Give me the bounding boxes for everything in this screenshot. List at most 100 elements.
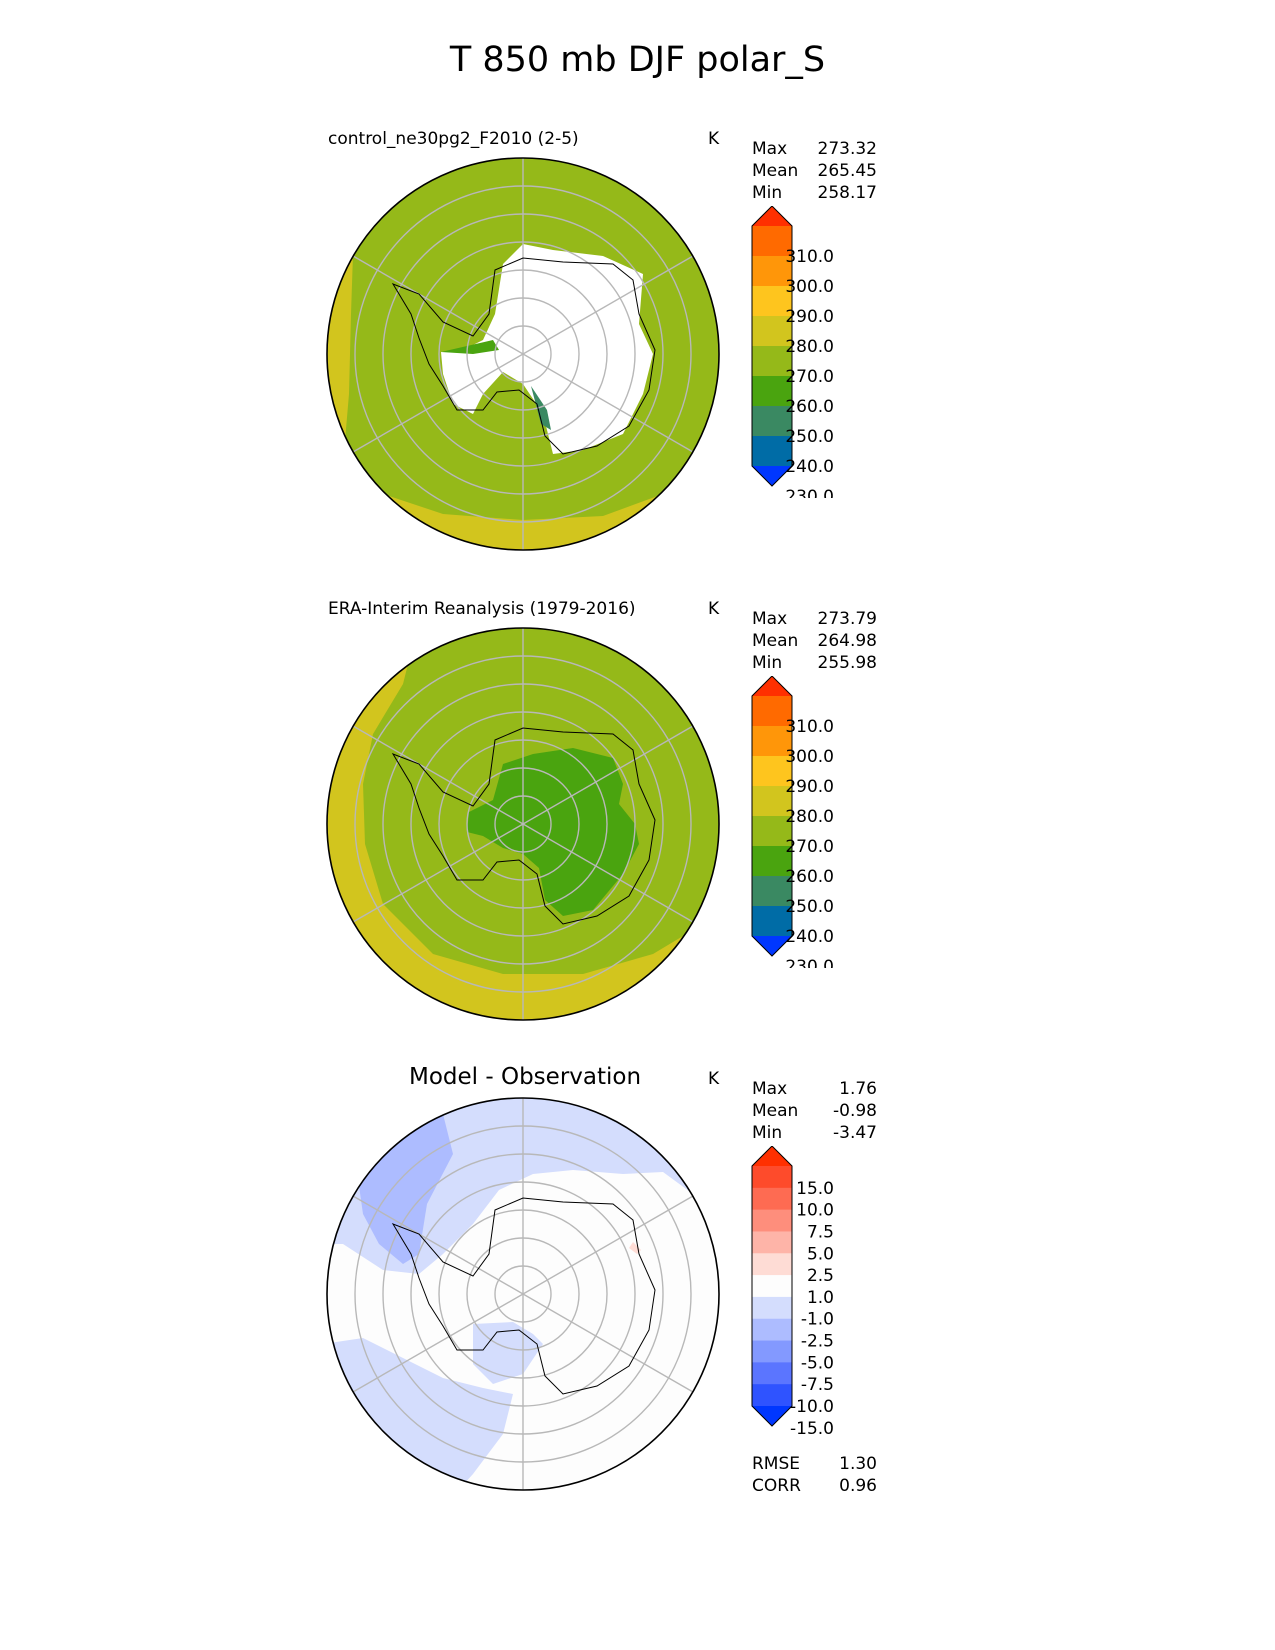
colorbar-extend-bottom <box>752 936 792 956</box>
colorbar-outline <box>751 676 793 957</box>
panel-title-difference: Model - Observation <box>409 1064 642 1090</box>
stat-label: Mean <box>752 1101 799 1121</box>
colorbar-tick-label: 1.0 <box>807 1288 834 1308</box>
colorbar-tick-label: 270.0 <box>785 837 834 857</box>
colorbar-tick-label: -15.0 <box>790 1419 834 1438</box>
stat-label: Max <box>752 139 788 159</box>
colorbar-bin <box>752 1275 792 1298</box>
metric-label: CORR <box>752 1476 801 1496</box>
stat-value: 273.79 <box>817 609 877 629</box>
metrics-difference: RMSE 1.30 CORR 0.96 <box>752 1453 877 1497</box>
colorbar-bin <box>752 696 792 727</box>
map-boundary <box>326 1097 720 1491</box>
colorbar-tick-label: 280.0 <box>785 807 834 827</box>
colorbar-tick-label: 280.0 <box>785 337 834 357</box>
stat-value: 1.76 <box>839 1079 877 1099</box>
units-label-test: K <box>708 129 720 149</box>
colorbar-bin <box>752 286 792 317</box>
map-boundary <box>326 627 720 1021</box>
colorbar-tick-label: 240.0 <box>785 927 834 947</box>
colorbar-bin <box>752 1166 792 1189</box>
colorbar-bin <box>752 1209 792 1232</box>
colorbar-tick-label: -7.5 <box>801 1375 834 1395</box>
stat-value: 255.98 <box>817 653 877 673</box>
colorbar-tick-label: 240.0 <box>785 457 834 477</box>
colorbar-tick-label: 300.0 <box>785 747 834 767</box>
colorbar-bin <box>752 1231 792 1254</box>
colorbar-extend-top <box>752 1146 792 1166</box>
graticule <box>352 1098 694 1490</box>
colorbar-bin <box>752 1362 792 1385</box>
stat-label: Max <box>752 609 788 629</box>
colorbar-bin <box>752 226 792 257</box>
colorbar-bin <box>752 906 792 937</box>
colorbar-bin <box>752 256 792 287</box>
stat-value: -0.98 <box>833 1101 877 1121</box>
coastline <box>391 727 656 925</box>
colorbar-bin <box>752 1318 792 1342</box>
colorbar-bin <box>752 376 792 407</box>
graticule <box>352 628 694 1020</box>
stat-label: Min <box>752 183 783 203</box>
colorbar-bin <box>752 1340 792 1363</box>
peninsula-cold <box>441 340 499 354</box>
map-boundary <box>326 157 720 551</box>
stat-label: Min <box>752 1123 783 1143</box>
negative-region-coast <box>473 1322 543 1384</box>
colorbar-bin <box>752 1187 792 1211</box>
colorbar-tick-label: 10.0 <box>796 1201 834 1221</box>
panel-title-test: control_ne30pg2_F2010 (2-5) <box>328 129 579 149</box>
colorbar-tick-label: -2.5 <box>801 1332 834 1352</box>
colorbar-tick-label: 15.0 <box>796 1179 834 1199</box>
polar-map-difference <box>326 1097 720 1491</box>
stat-label: Mean <box>752 161 799 181</box>
colorbar-bin <box>752 436 792 467</box>
colorbar-extend-top <box>752 676 792 696</box>
colorbar-tick-label: 7.5 <box>807 1222 834 1242</box>
colorbar-extend-bottom <box>752 1406 792 1426</box>
polar-map-reference <box>326 627 720 1021</box>
colorbar-tick-label: 310.0 <box>785 717 834 737</box>
stat-value: -3.47 <box>833 1123 877 1143</box>
colorbar-extend-bottom <box>752 466 792 486</box>
colorbar-tick-label: 260.0 <box>785 397 834 417</box>
colorbar-bin <box>752 846 792 877</box>
colorbar-bin <box>752 1296 792 1320</box>
colorbar-tick-label: -5.0 <box>801 1353 834 1373</box>
metric-value: 0.96 <box>839 1476 877 1496</box>
colorbar-tick-label: 2.5 <box>807 1266 834 1286</box>
colorbar-bin <box>752 876 792 907</box>
colorbar-tick-label: 290.0 <box>785 777 834 797</box>
colorbar-tick-label: 290.0 <box>785 307 834 327</box>
colorbar-outline <box>751 206 793 487</box>
colorbar-bin <box>752 786 792 817</box>
colorbar-tick-label: 5.0 <box>807 1244 834 1264</box>
figure-title: T 850 mb DJF polar_S <box>449 40 826 80</box>
colorbar-test: 310.0 300.0 290.0 280.0 270.0 260.0 250.0 240.0… <box>751 206 834 498</box>
graticule <box>352 158 694 550</box>
colorbar-tick-label: 310.0 <box>785 247 834 267</box>
colorbar-difference: 15.010.07.55.02.51.0-1.0-2.5-5.0-7.5-10.… <box>751 1146 834 1438</box>
colorbar-bin <box>752 1384 792 1407</box>
colorbar-bin <box>752 756 792 787</box>
stat-label: Mean <box>752 631 799 651</box>
colorbar-tick-label: 230.0 <box>785 487 834 498</box>
colorbar-outline <box>751 1146 793 1427</box>
stats-test: Max 273.32 Mean 265.45 Min 258.17 <box>752 138 877 204</box>
colorbar-tick-label: 230.0 <box>785 957 834 968</box>
stat-value: 265.45 <box>817 161 877 181</box>
stats-reference: Max 273.79 Mean 264.98 Min 255.98 <box>752 608 877 674</box>
colorbar-tick-label: 270.0 <box>785 367 834 387</box>
colorbar-tick-label: 250.0 <box>785 897 834 917</box>
colorbar-bin <box>752 406 792 437</box>
panel-title-reference: ERA-Interim Reanalysis (1979-2016) <box>328 599 636 619</box>
stat-value: 258.17 <box>817 183 877 203</box>
stat-value: 264.98 <box>817 631 877 651</box>
colorbar-bin <box>752 726 792 757</box>
stat-label: Max <box>752 1079 788 1099</box>
stat-value: 273.32 <box>817 139 877 159</box>
units-label-difference: K <box>708 1069 720 1089</box>
metric-label: RMSE <box>752 1454 801 1474</box>
metric-value: 1.30 <box>839 1454 877 1474</box>
colorbar-tick-label: 250.0 <box>785 427 834 447</box>
